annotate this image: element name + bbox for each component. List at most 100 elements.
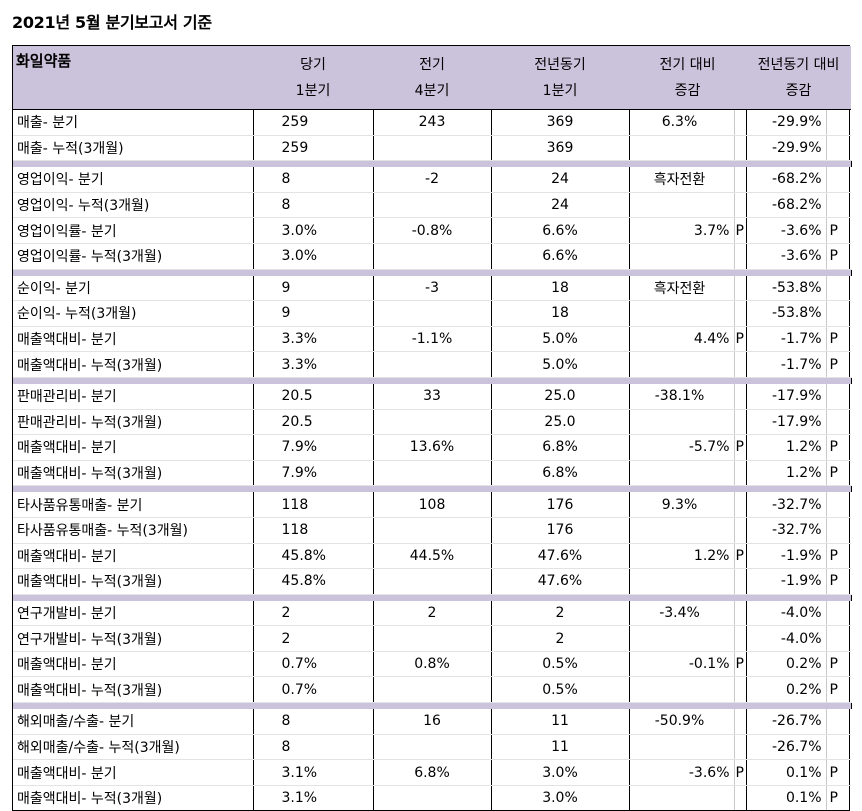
previous-quarter-value — [373, 243, 492, 270]
qoq-change-value: 9.3% — [629, 492, 735, 518]
yoy-change-unit: P — [826, 759, 852, 786]
current-quarter-value: 8 — [253, 709, 374, 735]
year-ago-quarter-value: 18 — [491, 300, 630, 327]
qoq-change-unit — [734, 243, 747, 270]
yoy-change-value: -53.8% — [746, 300, 827, 327]
yoy-change-value: -4.0% — [746, 600, 827, 627]
yoy-change-unit — [826, 135, 852, 162]
previous-quarter-value — [373, 351, 492, 378]
table-row: 매출액대비- 누적(3개월) 0.7% 0.5% 0.2% P — [13, 676, 852, 704]
qoq-change-value — [629, 734, 735, 761]
year-ago-quarter-header-line2: 1분기 — [542, 82, 578, 99]
year-ago-quarter-value: 176 — [491, 492, 630, 518]
group-separator-band — [13, 269, 852, 276]
qoq-change-unit — [734, 568, 747, 595]
table-row: 매출- 누적(3개월) 259 369 -29.9% — [13, 135, 852, 162]
qoq-change-unit: P — [734, 217, 747, 244]
yoy-change-unit — [826, 709, 852, 735]
group-separator — [13, 377, 852, 384]
year-ago-quarter-value: 11 — [491, 709, 630, 735]
year-ago-quarter-value: 6.8% — [491, 434, 630, 461]
qoq-change-value — [629, 300, 735, 327]
previous-quarter-value — [373, 734, 492, 761]
table-row: 판매관리비- 분기 20.5 33 25.0 -38.1% -17.9% — [13, 383, 852, 410]
year-ago-quarter-value: 6.6% — [491, 217, 630, 244]
yoy-change-value: -1.7% — [746, 326, 827, 353]
yoy-change-value: -32.7% — [746, 492, 827, 518]
qoq-change-unit: P — [734, 326, 747, 353]
qoq-change-unit — [734, 734, 747, 761]
yoy-change-value: -26.7% — [746, 709, 827, 735]
qoq-change-header: 전기 대비 증감 — [629, 46, 747, 110]
current-quarter-value: 259 — [253, 135, 374, 162]
year-ago-quarter-value: 369 — [491, 109, 630, 136]
previous-quarter-value — [373, 785, 492, 811]
yoy-change-value: -29.9% — [746, 109, 827, 136]
year-ago-quarter-value: 176 — [491, 517, 630, 544]
qoq-change-unit — [734, 785, 747, 811]
current-quarter-value: 3.0% — [253, 217, 374, 244]
yoy-change-unit — [826, 600, 852, 627]
yoy-change-unit: P — [826, 651, 852, 678]
year-ago-quarter-header: 전년동기 1분기 — [491, 46, 629, 110]
group-separator-band — [13, 594, 852, 601]
qoq-change-value — [629, 243, 735, 270]
yoy-change-header-line2: 증감 — [785, 82, 812, 99]
year-ago-quarter-header-line1: 전년동기 — [534, 56, 586, 73]
current-quarter-value: 118 — [253, 517, 374, 544]
table-row: 매출액대비- 분기 7.9% 13.6% 6.8% -5.7% P 1.2% P — [13, 434, 852, 461]
current-quarter-value: 118 — [253, 492, 374, 518]
qoq-change-value — [629, 785, 735, 811]
yoy-change-unit: P — [826, 351, 852, 378]
current-quarter-header: 당기 1분기 — [253, 46, 373, 110]
year-ago-quarter-value: 5.0% — [491, 326, 630, 353]
table-row: 매출- 분기 259 243 369 6.3% -29.9% — [13, 109, 852, 136]
qoq-change-value — [629, 625, 735, 652]
qoq-change-unit: P — [734, 759, 747, 786]
row-label: 타사품유통매출- 누적(3개월) — [13, 517, 254, 544]
yoy-change-value: 1.2% — [746, 434, 827, 461]
year-ago-quarter-value: 0.5% — [491, 651, 630, 678]
previous-quarter-value: 33 — [373, 383, 492, 410]
yoy-change-unit — [826, 192, 852, 219]
qoq-change-unit — [734, 275, 747, 302]
qoq-change-unit — [734, 109, 747, 136]
row-label: 매출액대비- 분기 — [13, 434, 254, 461]
previous-quarter-value — [373, 460, 492, 487]
previous-quarter-value: -3 — [373, 275, 492, 302]
qoq-change-unit — [734, 709, 747, 735]
row-label: 매출액대비- 누적(3개월) — [13, 351, 254, 378]
yoy-change-unit — [826, 492, 852, 518]
current-quarter-value: 8 — [253, 167, 374, 193]
current-quarter-value: 259 — [253, 109, 374, 136]
previous-quarter-value: 16 — [373, 709, 492, 735]
previous-quarter-value: -2 — [373, 167, 492, 193]
year-ago-quarter-value: 24 — [491, 167, 630, 193]
financial-table: 화일약품 당기 1분기 전기 4분기 전년동기 1분기 전기 대비 증감 — [13, 46, 852, 811]
qoq-change-value — [629, 351, 735, 378]
row-label: 매출액대비- 분기 — [13, 759, 254, 786]
current-quarter-value: 20.5 — [253, 383, 374, 410]
previous-quarter-value — [373, 517, 492, 544]
previous-quarter-value: -1.1% — [373, 326, 492, 353]
row-label: 매출액대비- 누적(3개월) — [13, 568, 254, 595]
yoy-change-unit: P — [829, 790, 838, 807]
qoq-change-value: -5.7% — [629, 434, 735, 461]
previous-quarter-value — [373, 300, 492, 327]
year-ago-quarter-value: 2 — [491, 625, 630, 652]
yoy-change-unit: P — [826, 217, 852, 244]
table-row: 순이익- 분기 9 -3 18 흑자전환 -53.8% — [13, 275, 852, 302]
page-title: 2021년 5월 분기보고서 기준 — [12, 13, 212, 32]
header-row: 화일약품 당기 1분기 전기 4분기 전년동기 1분기 전기 대비 증감 — [13, 46, 852, 110]
qoq-change-unit — [734, 300, 747, 327]
current-quarter-value: 20.5 — [253, 409, 374, 436]
qoq-change-value — [629, 192, 735, 219]
group-separator-band — [13, 377, 852, 384]
table-row: 매출액대비- 분기 0.7% 0.8% 0.5% -0.1% P 0.2% P — [13, 651, 852, 678]
year-ago-quarter-value: 6.6% — [491, 243, 630, 270]
previous-quarter-header-line2: 4분기 — [414, 82, 450, 99]
previous-quarter-value: 2 — [373, 600, 492, 627]
qoq-change-value: 흑자전환 — [629, 167, 735, 193]
group-separator — [13, 269, 852, 276]
qoq-change-value: -50.9% — [629, 709, 735, 735]
